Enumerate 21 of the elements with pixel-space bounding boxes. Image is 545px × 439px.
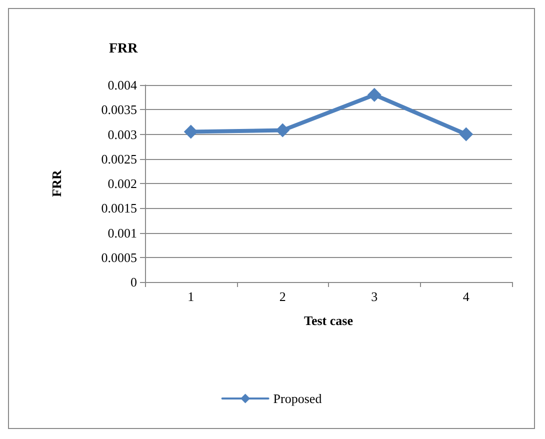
y-tick-label: 0 — [130, 274, 137, 290]
x-tick-label: 4 — [462, 289, 470, 304]
y-tick-label: 0.0005 — [101, 250, 137, 265]
y-tick-label: 0.001 — [108, 225, 137, 240]
y-tick-label: 0.0015 — [101, 200, 137, 216]
point — [459, 127, 474, 142]
y-tick-label: 0.0035 — [101, 102, 137, 118]
x-tick-label: 1 — [188, 289, 194, 304]
point — [367, 88, 382, 102]
y-tick-label: 0.003 — [108, 126, 137, 142]
x-axis-title: Test case — [304, 313, 354, 328]
legend-label: Proposed — [273, 391, 322, 406]
y-tick-label: 0.002 — [108, 176, 137, 191]
y-tick-label: 0.004 — [108, 78, 138, 92]
x-tick-label: 2 — [279, 289, 286, 304]
y-axis-title: FRR — [49, 170, 64, 197]
point — [184, 124, 198, 139]
y-tick-label: 0.0025 — [101, 151, 137, 166]
chart-title: FRR — [109, 42, 139, 56]
x-tick-label: 3 — [371, 289, 378, 304]
point — [276, 123, 290, 138]
